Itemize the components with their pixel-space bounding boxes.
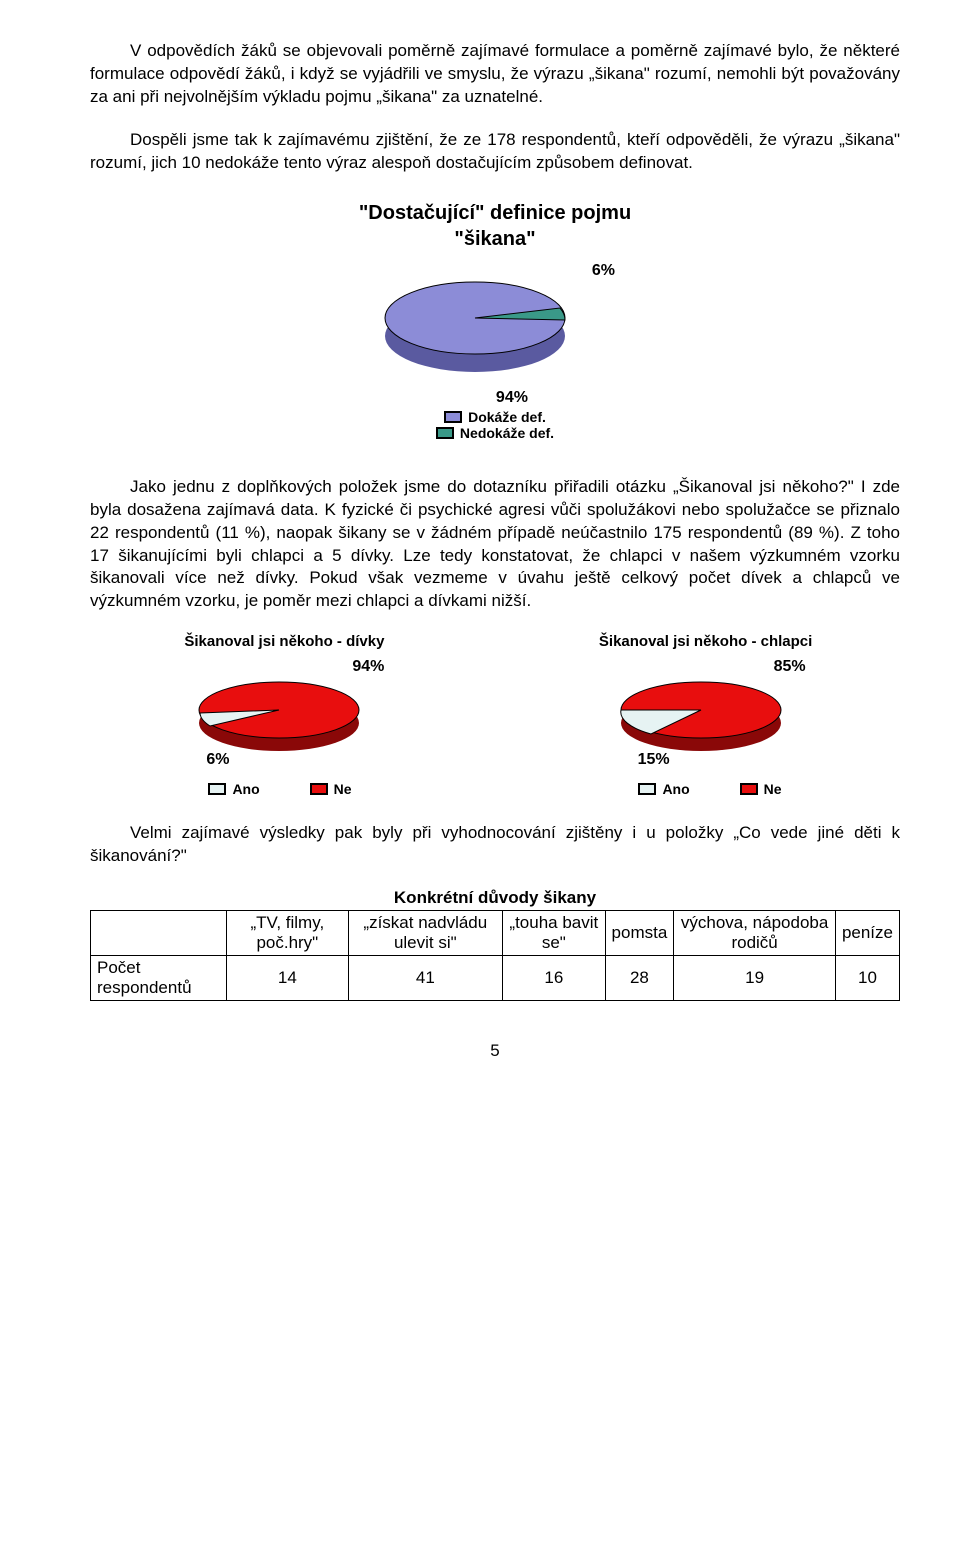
chart2b-pie: 85% 15% <box>596 658 816 763</box>
table-row-label: Počet respondentů <box>91 956 227 1001</box>
legend-ano-2: Ano <box>638 781 689 797</box>
chart-definice: "Dostačující" definice pojmu "šikana" 6%… <box>90 200 900 441</box>
paragraph-2: Dospěli jsme tak k zajímavému zjištění, … <box>90 129 900 175</box>
table-header: „TV, filmy, poč.hry" <box>227 911 348 956</box>
chart2a-pie: 94% 6% <box>174 658 394 763</box>
table-data-row: Počet respondentů 14 41 16 28 19 10 <box>91 956 900 1001</box>
table-cell: 16 <box>503 956 605 1001</box>
swatch-icon <box>638 783 656 795</box>
paragraph-4: Velmi zajímavé výsledky pak byly při vyh… <box>90 822 900 868</box>
legend-row-2: Nedokáže def. <box>436 425 554 441</box>
legend-ano-label: Ano <box>232 781 259 797</box>
swatch-icon <box>436 427 454 439</box>
legend-ano-1: Ano <box>208 781 259 797</box>
chart2b-small-pct: 15% <box>638 751 670 769</box>
chart1-title-l1: "Dostačující" definice pojmu <box>359 202 631 224</box>
chart-divky: Šikanoval jsi někoho - dívky 94% 6% <box>90 633 479 763</box>
chart1-small-pct: 6% <box>592 262 615 280</box>
table-header: výchova, nápodoba rodičů <box>674 911 836 956</box>
swatch-icon <box>740 783 758 795</box>
swatch-icon <box>310 783 328 795</box>
chart1-big-pct: 94% <box>496 389 528 407</box>
table-header: „získat nadvládu ulevit si" <box>348 911 503 956</box>
legend-group-divky: Ano Ne <box>90 781 470 797</box>
table-cell: 41 <box>348 956 503 1001</box>
legend-ne-1: Ne <box>310 781 352 797</box>
chart1-title: "Dostačující" definice pojmu "šikana" <box>359 200 631 252</box>
chart2b-title: Šikanoval jsi někoho - chlapci <box>599 633 812 650</box>
table-cell: 19 <box>674 956 836 1001</box>
table-cell: 28 <box>605 956 674 1001</box>
small-legend-row: Ano Ne Ano Ne <box>90 781 900 797</box>
charts-row: Šikanoval jsi někoho - dívky 94% 6% Šika… <box>90 633 900 763</box>
chart1-legend: 94% Dokáže def. Nedokáže def. <box>436 389 554 441</box>
page-number: 5 <box>90 1041 900 1061</box>
legend-row-1: Dokáže def. <box>444 409 546 425</box>
legend-ne-2: Ne <box>740 781 782 797</box>
table-header: „touha bavit se" <box>503 911 605 956</box>
swatch-icon <box>444 411 462 423</box>
chart2a-title: Šikanoval jsi někoho - dívky <box>184 633 384 650</box>
chart-chlapci: Šikanoval jsi někoho - chlapci 85% 15% <box>511 633 900 763</box>
legend-group-chlapci: Ano Ne <box>520 781 900 797</box>
chart2a-big-pct: 94% <box>352 658 384 676</box>
legend-ne-label: Ne <box>334 781 352 797</box>
chart1-title-l2: "šikana" <box>454 228 535 250</box>
chart1-pie: 6% <box>365 258 625 383</box>
table-cell: 10 <box>835 956 899 1001</box>
legend-ano-label: Ano <box>662 781 689 797</box>
table-header: peníze <box>835 911 899 956</box>
legend2-label: Nedokáže def. <box>460 425 554 441</box>
chart2b-big-pct: 85% <box>774 658 806 676</box>
table-header-row: „TV, filmy, poč.hry" „získat nadvládu ul… <box>91 911 900 956</box>
legend1-label: Dokáže def. <box>468 409 546 425</box>
table-title: Konkrétní důvody šikany <box>90 888 900 908</box>
swatch-icon <box>208 783 226 795</box>
table-header: pomsta <box>605 911 674 956</box>
chart2a-small-pct: 6% <box>206 751 229 769</box>
legend-ne-label: Ne <box>764 781 782 797</box>
reasons-table: „TV, filmy, poč.hry" „získat nadvládu ul… <box>90 910 900 1001</box>
paragraph-1: V odpovědích žáků se objevovali poměrně … <box>90 40 900 109</box>
table-cell: 14 <box>227 956 348 1001</box>
paragraph-3: Jako jednu z doplňkových položek jsme do… <box>90 476 900 614</box>
pie-chart-icon <box>365 258 625 383</box>
